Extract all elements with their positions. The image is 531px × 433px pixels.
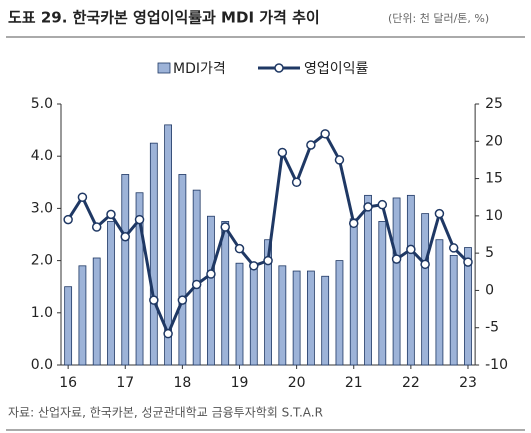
- line-marker: [348, 218, 359, 229]
- line-marker: [291, 177, 302, 188]
- line-marker: [263, 255, 273, 266]
- bar: [207, 215, 215, 366]
- x-tick-label: 17: [116, 375, 134, 391]
- bar: [135, 192, 144, 366]
- line-marker: [306, 140, 316, 150]
- legend-label: 영업이익률: [304, 61, 369, 77]
- bar: [464, 247, 472, 366]
- bar: [264, 239, 272, 366]
- y-tick-label: 2.0: [31, 253, 53, 269]
- bar: [392, 197, 401, 366]
- line-marker: [434, 208, 445, 219]
- line-marker: [377, 199, 388, 210]
- bar: [192, 189, 201, 366]
- line-marker: [463, 257, 473, 267]
- bar: [78, 265, 87, 366]
- line-marker: [320, 129, 330, 139]
- line-marker: [106, 209, 116, 220]
- x-tick-label: 23: [459, 375, 477, 391]
- line-marker: [234, 243, 245, 254]
- line-marker: [134, 214, 145, 225]
- y2-tick-label: -5: [485, 320, 499, 336]
- y2-tick-label: 20: [485, 133, 503, 149]
- legend-label: MDI가격: [173, 61, 226, 77]
- line-marker: [177, 295, 188, 305]
- legend-swatch: [157, 62, 171, 74]
- legend-marker: [274, 63, 284, 73]
- bar: [421, 213, 430, 366]
- line-marker: [191, 279, 202, 290]
- x-tick-label: 16: [59, 375, 77, 391]
- line-marker: [277, 147, 288, 158]
- x-tick-label: 18: [173, 375, 191, 391]
- bar: [364, 194, 372, 366]
- bar: [449, 254, 458, 366]
- bar: [92, 257, 101, 366]
- bar: [178, 174, 187, 366]
- bar: [149, 142, 158, 366]
- bar: [349, 218, 358, 366]
- line-marker: [63, 214, 73, 225]
- chart-subtitle: (단위: 천 달러/톤, %): [388, 11, 489, 25]
- bar: [64, 286, 73, 366]
- line-marker: [163, 328, 173, 339]
- line-marker: [206, 269, 216, 279]
- line-marker: [448, 243, 459, 253]
- y-tick-label: 0.0: [31, 357, 53, 373]
- line-marker: [77, 192, 88, 202]
- line-marker: [220, 222, 230, 232]
- y2-tick-label: 0: [485, 282, 494, 298]
- y-tick-label: 5.0: [31, 96, 53, 112]
- bar: [121, 174, 130, 366]
- y2-tick-label: 15: [485, 171, 503, 187]
- bar: [306, 270, 315, 366]
- line-marker: [406, 244, 416, 255]
- x-tick-label: 19: [231, 375, 249, 391]
- bar: [406, 194, 415, 366]
- x-tick-label: 22: [402, 375, 420, 391]
- line-marker: [334, 155, 345, 165]
- source-note: 자료: 산업자료, 한국카본, 성균관대학교 금융투자학회 S.T.A.R: [8, 406, 323, 420]
- bar: [164, 124, 173, 366]
- bar: [221, 221, 230, 366]
- y2-tick-label: 10: [485, 208, 503, 224]
- bar: [321, 275, 330, 366]
- y-tick-label: 1.0: [31, 305, 53, 321]
- bar: [435, 239, 444, 366]
- bar: [278, 265, 287, 366]
- x-tick-label: 21: [345, 375, 363, 391]
- y2-tick-label: 25: [485, 96, 503, 112]
- bar: [292, 270, 301, 366]
- chart-title: 도표 29. 한국카본 영업이익률과 MDI 가격 추이: [8, 9, 320, 27]
- line-marker: [91, 222, 102, 232]
- y2-tick-label: 5: [485, 245, 494, 261]
- bar: [107, 221, 115, 366]
- line-marker: [149, 295, 159, 305]
- bar: [335, 260, 344, 366]
- y-tick-label: 3.0: [31, 200, 53, 216]
- line-marker: [249, 261, 259, 271]
- bar: [235, 262, 244, 366]
- bar: [378, 221, 387, 366]
- x-tick-label: 20: [288, 375, 306, 391]
- line-marker: [363, 202, 373, 212]
- bar: [249, 262, 258, 366]
- y-tick-label: 4.0: [31, 148, 53, 164]
- line-marker: [120, 231, 131, 242]
- y2-tick-label: -10: [485, 357, 508, 373]
- line-marker: [391, 254, 402, 264]
- line-marker: [420, 259, 430, 270]
